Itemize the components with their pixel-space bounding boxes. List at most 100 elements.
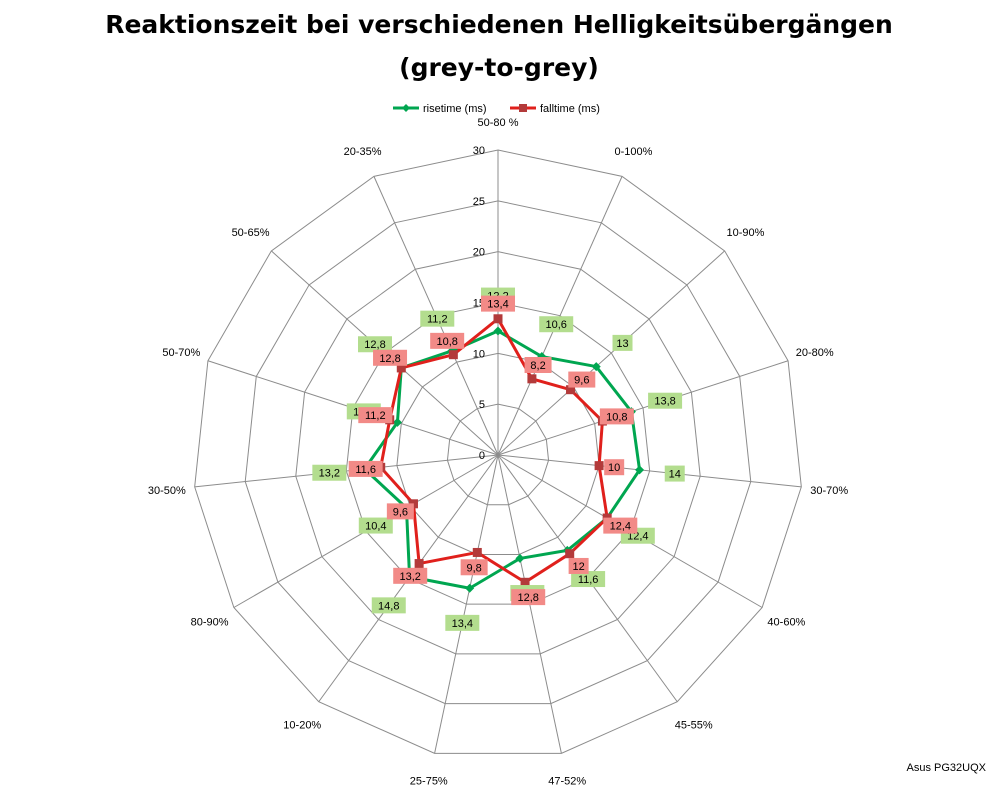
data-label-box xyxy=(420,310,455,327)
data-label-box xyxy=(460,559,488,576)
category-label: 50-65% xyxy=(232,227,270,239)
data-label-box xyxy=(373,349,408,366)
category-label: 45-55% xyxy=(675,719,713,731)
data-label-box xyxy=(357,336,392,353)
grid-ring xyxy=(295,251,701,655)
data-label: 11,6 xyxy=(355,464,376,476)
category-label: 10-20% xyxy=(283,719,321,731)
category-label: 0-100% xyxy=(614,146,652,158)
tick-label: 20 xyxy=(473,247,485,259)
data-label-box xyxy=(524,357,552,374)
data-label: 10,8 xyxy=(436,336,457,348)
grid-spoke xyxy=(497,176,623,456)
grid-ring xyxy=(345,301,651,605)
data-label: 14,8 xyxy=(378,600,399,612)
radar-data-labels: 12,210,61313,81412,411,610,413,414,810,4… xyxy=(312,287,685,631)
data-label-box xyxy=(604,459,625,476)
data-label: 12,4 xyxy=(627,531,648,543)
legend-marker xyxy=(402,104,410,112)
data-label: 13,4 xyxy=(487,299,508,311)
grid-spoke xyxy=(497,250,725,456)
data-label: 13,4 xyxy=(452,618,473,630)
risetime-marker xyxy=(493,326,503,336)
falltime-marker xyxy=(493,314,503,324)
category-label: 25-75% xyxy=(410,776,448,786)
data-label-box xyxy=(358,517,393,534)
grid-spoke xyxy=(434,454,499,754)
legend-marker xyxy=(519,104,527,112)
data-label: 11,2 xyxy=(427,314,448,326)
category-label: 80-90% xyxy=(191,617,229,629)
falltime-marker xyxy=(565,549,575,559)
data-label: 12,8 xyxy=(517,592,538,604)
legend-label: falltime (ms) xyxy=(540,103,600,115)
risetime-marker xyxy=(591,362,601,372)
falltime-marker xyxy=(448,350,458,360)
data-label: 13,8 xyxy=(654,396,675,408)
data-label-box xyxy=(511,589,546,606)
tick-label: 5 xyxy=(479,399,485,411)
data-label: 9,8 xyxy=(466,562,481,574)
series-line xyxy=(379,317,609,584)
data-label: 13,2 xyxy=(400,571,421,583)
legend: risetime (ms) falltime (ms) xyxy=(393,103,600,115)
data-label-box xyxy=(612,334,633,351)
grid-spoke xyxy=(497,360,789,456)
category-label: 30-50% xyxy=(148,485,186,497)
series-line xyxy=(363,329,642,590)
data-label: 9,6 xyxy=(574,375,589,387)
data-label-box xyxy=(568,557,589,574)
category-label: 47-52% xyxy=(548,776,586,786)
data-label-box xyxy=(568,371,596,388)
data-label-box xyxy=(312,464,347,481)
data-label: 12,8 xyxy=(364,339,385,351)
data-label-box xyxy=(648,392,683,409)
grid-ring xyxy=(446,403,550,506)
falltime-marker xyxy=(472,547,482,557)
category-label: 10-90% xyxy=(727,227,765,239)
data-label-box xyxy=(393,567,428,584)
data-label: 8,2 xyxy=(530,360,545,372)
data-label: 10,6 xyxy=(546,319,567,331)
category-label: 30-70% xyxy=(810,485,848,497)
data-label: 9,6 xyxy=(393,506,408,518)
data-label: 13 xyxy=(616,338,628,350)
falltime-marker xyxy=(396,363,406,373)
data-label-box xyxy=(599,408,634,425)
category-label: 20-35% xyxy=(344,146,382,158)
data-label: 12 xyxy=(572,561,584,573)
data-label: 11,2 xyxy=(365,410,386,422)
tick-label: 30 xyxy=(473,145,485,157)
chart-title-line2: (grey-to-grey) xyxy=(399,53,599,82)
data-label: 12,4 xyxy=(610,521,631,533)
category-label: 20-80% xyxy=(796,347,834,359)
data-label-box xyxy=(445,614,480,631)
data-label-box xyxy=(664,465,685,482)
data-label-box xyxy=(481,295,515,312)
watermark-text: Asus PG32UQX xyxy=(906,762,986,774)
chart-title-line1: Reaktionszeit bei verschiedenen Helligke… xyxy=(105,10,893,39)
data-label: 14 xyxy=(669,469,681,481)
data-label-box xyxy=(386,503,414,520)
data-label: 10 xyxy=(608,462,620,474)
falltime-marker xyxy=(594,461,604,471)
data-label: 13,2 xyxy=(319,468,340,480)
data-label-box xyxy=(358,407,393,424)
data-label: 11,6 xyxy=(578,574,599,586)
tick-label: 0 xyxy=(479,450,485,462)
falltime-marker xyxy=(527,374,537,384)
grid-ring xyxy=(244,200,752,705)
tick-label: 25 xyxy=(473,196,485,208)
data-label-box xyxy=(571,571,606,588)
falltime-marker xyxy=(414,559,424,569)
category-label: 50-70% xyxy=(162,347,200,359)
risetime-marker xyxy=(515,553,525,563)
category-label: 40-60% xyxy=(767,617,805,629)
falltime-marker xyxy=(520,577,530,587)
risetime-marker xyxy=(392,417,402,427)
data-label-box xyxy=(348,460,383,477)
data-label-box xyxy=(603,517,638,534)
